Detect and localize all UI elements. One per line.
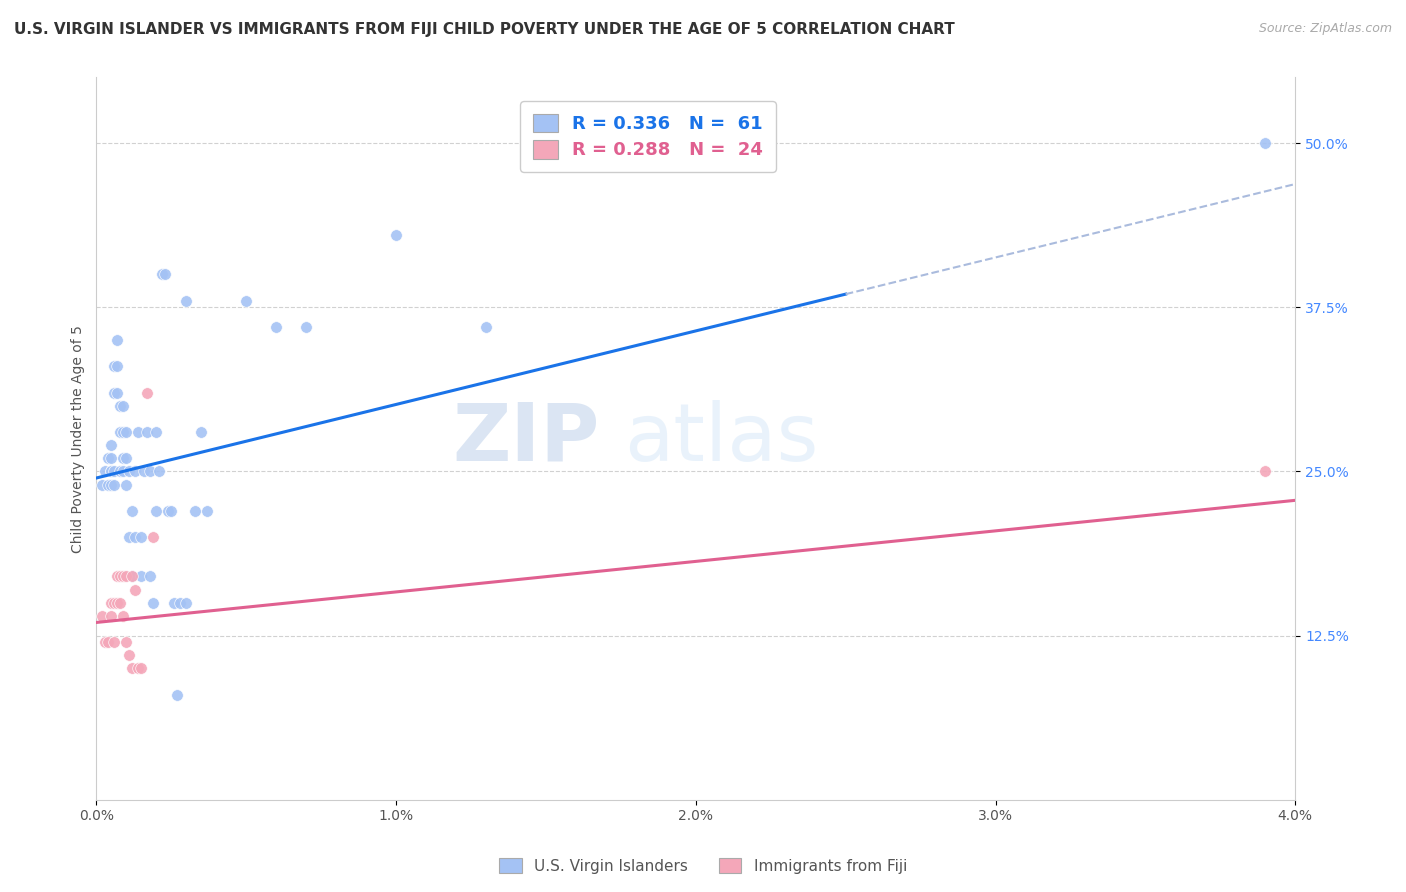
- Point: [94, 465, 117, 479]
- Point: [118, 465, 141, 479]
- Point: [184, 504, 207, 518]
- Point: [112, 425, 135, 439]
- Point: [124, 530, 146, 544]
- Point: [174, 596, 197, 610]
- Point: [124, 582, 146, 597]
- Point: [163, 596, 186, 610]
- Point: [112, 569, 135, 583]
- Point: [131, 661, 153, 675]
- Point: [1254, 465, 1277, 479]
- Point: [121, 569, 143, 583]
- Point: [157, 504, 180, 518]
- Point: [195, 504, 218, 518]
- Point: [103, 477, 125, 491]
- Point: [174, 293, 197, 308]
- Point: [103, 596, 125, 610]
- Point: [97, 477, 120, 491]
- Point: [110, 569, 132, 583]
- Point: [100, 465, 122, 479]
- Point: [103, 359, 125, 374]
- Point: [115, 477, 138, 491]
- Point: [110, 465, 132, 479]
- Legend: U.S. Virgin Islanders, Immigrants from Fiji: U.S. Virgin Islanders, Immigrants from F…: [494, 852, 912, 880]
- Legend: R = 0.336   N =  61, R = 0.288   N =  24: R = 0.336 N = 61, R = 0.288 N = 24: [520, 101, 776, 172]
- Point: [100, 608, 122, 623]
- Point: [91, 608, 114, 623]
- Point: [91, 477, 114, 491]
- Point: [160, 504, 183, 518]
- Point: [94, 635, 117, 649]
- Point: [100, 451, 122, 466]
- Y-axis label: Child Poverty Under the Age of 5: Child Poverty Under the Age of 5: [72, 325, 86, 552]
- Text: ZIP: ZIP: [453, 400, 600, 477]
- Point: [385, 227, 408, 242]
- Point: [235, 293, 257, 308]
- Point: [97, 635, 120, 649]
- Point: [166, 688, 188, 702]
- Point: [121, 661, 143, 675]
- Point: [131, 569, 153, 583]
- Point: [169, 596, 191, 610]
- Text: Source: ZipAtlas.com: Source: ZipAtlas.com: [1258, 22, 1392, 36]
- Point: [145, 504, 167, 518]
- Text: atlas: atlas: [624, 400, 818, 477]
- Point: [115, 569, 138, 583]
- Point: [139, 465, 162, 479]
- Point: [475, 320, 498, 334]
- Point: [110, 596, 132, 610]
- Text: U.S. VIRGIN ISLANDER VS IMMIGRANTS FROM FIJI CHILD POVERTY UNDER THE AGE OF 5 CO: U.S. VIRGIN ISLANDER VS IMMIGRANTS FROM …: [14, 22, 955, 37]
- Point: [131, 530, 153, 544]
- Point: [155, 268, 177, 282]
- Point: [112, 451, 135, 466]
- Point: [105, 569, 128, 583]
- Point: [105, 385, 128, 400]
- Point: [115, 425, 138, 439]
- Point: [148, 465, 170, 479]
- Point: [127, 661, 149, 675]
- Point: [112, 399, 135, 413]
- Point: [115, 635, 138, 649]
- Point: [150, 268, 173, 282]
- Point: [142, 596, 165, 610]
- Point: [118, 648, 141, 663]
- Point: [105, 359, 128, 374]
- Point: [118, 530, 141, 544]
- Point: [127, 425, 149, 439]
- Point: [115, 451, 138, 466]
- Point: [142, 530, 165, 544]
- Point: [121, 504, 143, 518]
- Point: [121, 569, 143, 583]
- Point: [100, 438, 122, 452]
- Point: [110, 399, 132, 413]
- Point: [103, 635, 125, 649]
- Point: [110, 425, 132, 439]
- Point: [105, 596, 128, 610]
- Point: [124, 465, 146, 479]
- Point: [112, 465, 135, 479]
- Point: [139, 569, 162, 583]
- Point: [1254, 136, 1277, 150]
- Point: [145, 425, 167, 439]
- Point: [103, 385, 125, 400]
- Point: [97, 451, 120, 466]
- Point: [264, 320, 287, 334]
- Point: [136, 425, 159, 439]
- Point: [105, 333, 128, 347]
- Point: [190, 425, 212, 439]
- Point: [134, 465, 156, 479]
- Point: [103, 465, 125, 479]
- Point: [100, 477, 122, 491]
- Point: [100, 465, 122, 479]
- Point: [100, 596, 122, 610]
- Point: [295, 320, 318, 334]
- Point: [112, 608, 135, 623]
- Point: [136, 385, 159, 400]
